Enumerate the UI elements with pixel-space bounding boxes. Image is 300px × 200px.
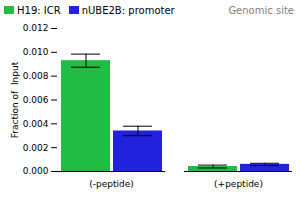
html-text:Genomic site: Genomic site xyxy=(228,4,294,16)
svg-text:Fraction of Input: Fraction of Input xyxy=(10,61,20,138)
svg-text:0.002: 0.002 xyxy=(23,143,49,153)
svg-text:(+peptide): (+peptide) xyxy=(214,179,263,189)
svg-text:0.008: 0.008 xyxy=(23,71,49,81)
svg-text:0.000: 0.000 xyxy=(23,166,49,176)
svg-text:(-peptide): (-peptide) xyxy=(89,179,134,189)
html-text:nUBE2B: promoter: nUBE2B: promoter xyxy=(81,4,175,16)
svg-text:0.012: 0.012 xyxy=(23,23,49,33)
html-text:H19: ICR: H19: ICR xyxy=(17,4,61,16)
svg-text:0.010: 0.010 xyxy=(23,47,49,57)
svg-text:0.004: 0.004 xyxy=(23,119,49,129)
svg-text:0.006: 0.006 xyxy=(23,95,49,105)
